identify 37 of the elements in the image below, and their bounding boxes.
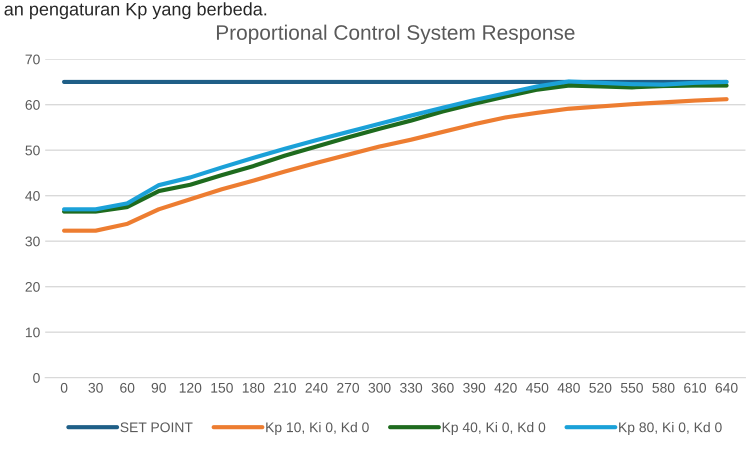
y-tick-label: 40 xyxy=(25,190,40,201)
y-tick-label: 70 xyxy=(26,54,40,64)
x-tick-label: 480 xyxy=(558,382,580,393)
chart-title: Proportional Control System Response xyxy=(216,24,574,44)
text: an pengaturan Kp yang berbeda. xyxy=(4,2,266,20)
y-tick-label: 30 xyxy=(25,236,40,246)
x-tick-label: 210 xyxy=(274,382,296,393)
y-tick-label: 0 xyxy=(33,372,40,383)
y-tick-label: 10 xyxy=(26,327,40,338)
x-tick-label: 150 xyxy=(211,382,233,393)
x-tick-label: 90 xyxy=(152,382,166,393)
x-tick-label: 550 xyxy=(620,382,643,393)
x-tick-label: 390 xyxy=(463,382,486,393)
x-tick-label: 360 xyxy=(432,382,454,393)
x-tick-label: 240 xyxy=(306,382,328,393)
x-tick-label: 60 xyxy=(120,382,134,393)
x-tick-label: 420 xyxy=(494,382,517,393)
x-tick-label: 580 xyxy=(652,382,674,393)
x-tick-label: 30 xyxy=(88,382,103,393)
legend-label: SET POINT xyxy=(120,422,193,432)
x-tick-label: 180 xyxy=(242,382,264,393)
legend-label: Kp 80, Ki 0, Kd 0 xyxy=(619,422,722,435)
x-tick-label: 520 xyxy=(589,382,612,393)
x-tick-label: 450 xyxy=(526,382,548,393)
x-tick-label: 0 xyxy=(60,382,68,393)
legend-label: Kp 10, Ki 0, Kd 0 xyxy=(266,422,369,435)
y-tick-label: 50 xyxy=(25,145,40,156)
x-tick-label: 640 xyxy=(716,382,738,393)
y-tick-label: 60 xyxy=(26,100,40,110)
y-tick-label: 20 xyxy=(26,282,40,292)
legend-label: Kp 40, Ki 0, Kd 0 xyxy=(442,422,546,435)
line-series xyxy=(62,97,729,233)
x-tick-label: 120 xyxy=(180,382,202,393)
x-tick-label: 300 xyxy=(368,382,391,393)
x-tick-label: 610 xyxy=(684,382,706,393)
x-tick-label: 270 xyxy=(337,382,360,393)
x-tick-label: 330 xyxy=(400,382,422,393)
